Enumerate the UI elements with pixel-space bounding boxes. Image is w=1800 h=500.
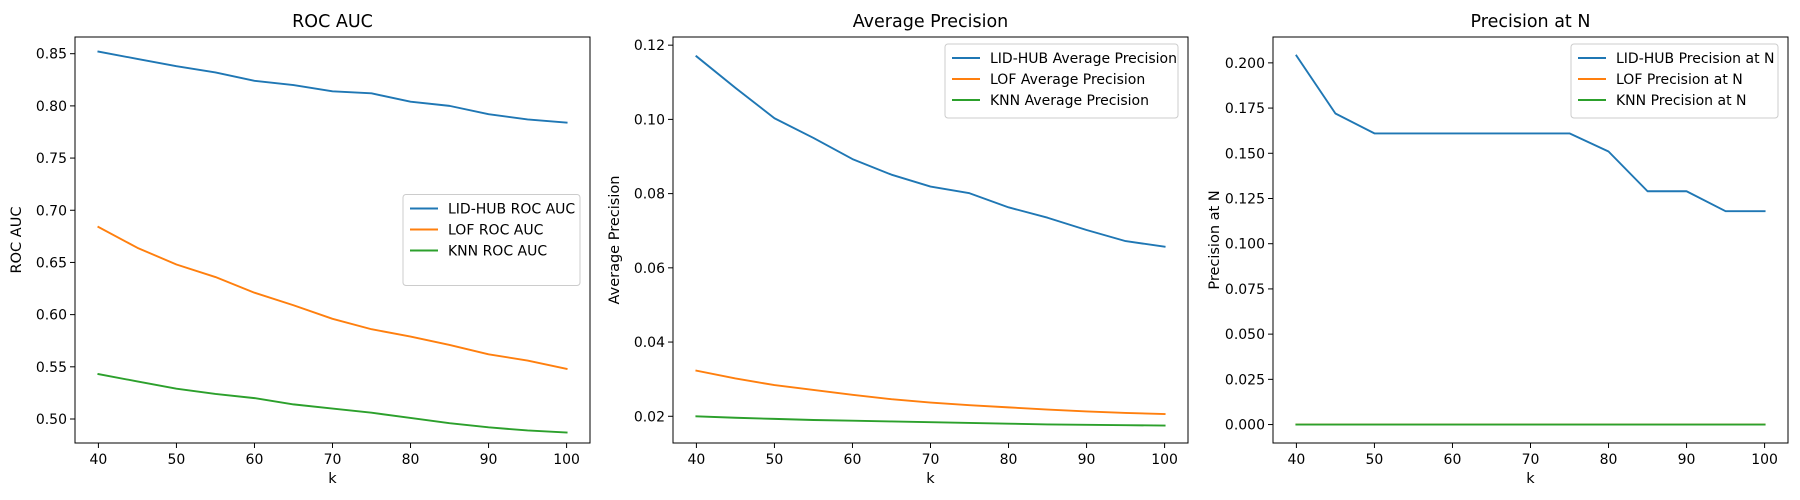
legend-entry-label: KNN Precision at N: [1616, 93, 1746, 109]
series-line-lof-roc-auc: [97, 225, 568, 371]
y-tick-label: 0.80: [36, 99, 67, 115]
y-tick-label: 0.12: [634, 38, 665, 54]
x-tick-label: 80: [1000, 452, 1018, 468]
x-tick-label: 100: [553, 452, 580, 468]
x-tick-label: 60: [246, 452, 264, 468]
y-axis-label: ROC AUC: [9, 207, 25, 274]
y-tick-label: 0.075: [1225, 282, 1265, 298]
x-tick-label: 40: [89, 452, 107, 468]
x-tick-label: 80: [1600, 452, 1618, 468]
x-tick-label: 60: [844, 452, 862, 468]
legend-entry-label: LOF ROC AUC: [448, 223, 544, 239]
y-tick-label: 0.60: [36, 308, 67, 324]
y-tick-label: 0.75: [36, 151, 67, 167]
y-tick-label: 0.70: [36, 203, 67, 219]
x-tick-label: 40: [687, 452, 705, 468]
legend-entry-label: LID-HUB ROC AUC: [448, 202, 575, 218]
y-tick-label: 0.200: [1225, 56, 1265, 72]
y-axis-label: Precision at N: [1207, 190, 1223, 289]
y-tick-label: 0.85: [36, 47, 67, 63]
y-tick-label: 0.65: [36, 255, 67, 271]
x-tick-label: 90: [480, 452, 498, 468]
chart-title: Average Precision: [853, 12, 1009, 32]
legend-entry-label: LOF Average Precision: [990, 72, 1145, 88]
series-line-knn-roc-auc: [97, 373, 568, 434]
legend: LID-HUB ROC AUC LOF ROC AUC KNN ROC AUC: [402, 194, 581, 286]
x-tick-label: 90: [1678, 452, 1696, 468]
x-tick-label: 60: [1444, 452, 1462, 468]
y-tick-label: 0.125: [1225, 191, 1265, 207]
chart-panel-1: 40 50 60 70 80 90 100 0.50 0.55 0.60 0.65 0.70 0.75 0…: [9, 12, 591, 487]
y-tick-label: 0.150: [1225, 146, 1265, 162]
y-tick-label: 0.06: [634, 261, 665, 277]
series-line-lid-hub-precision-at-n: [1295, 54, 1766, 213]
x-tick-label: 50: [766, 452, 784, 468]
y-tick-label: 0.08: [634, 187, 665, 203]
y-tick-label: 0.100: [1225, 237, 1265, 253]
legend-entry-label: LID-HUB Precision at N: [1616, 51, 1775, 67]
chart-panel-2: 40 50 60 70 80 90 100 0.02 0.04 0.06 0.08 0.10 0.12 A…: [607, 12, 1189, 487]
x-tick-label: 100: [1151, 452, 1178, 468]
legend-box: [402, 194, 581, 286]
x-tick-label: 70: [1522, 452, 1540, 468]
y-tick-label: 0.175: [1225, 101, 1265, 117]
legend-entry-label: KNN ROC AUC: [448, 244, 547, 260]
legend-entry-label: KNN Average Precision: [990, 93, 1149, 109]
y-tick-label: 0.050: [1225, 327, 1265, 343]
y-tick-label: 0.10: [634, 112, 665, 128]
chart-panel-3: 40 50 60 70 80 90 100 0.000 0.025 0.050 0.075 0.100…: [1207, 12, 1789, 487]
x-tick-label: 80: [402, 452, 420, 468]
x-tick-label: 50: [1366, 452, 1384, 468]
x-tick-label: 100: [1751, 452, 1778, 468]
x-tick-label: 40: [1287, 452, 1305, 468]
x-tick-label: 70: [922, 452, 940, 468]
legend-box: [1570, 43, 1779, 119]
y-tick-label: 0.55: [36, 360, 67, 376]
legend-box: [944, 43, 1179, 119]
y-tick-label: 0.50: [36, 412, 67, 428]
legend-entry-label: LID-HUB Average Precision: [990, 51, 1177, 67]
y-tick-label: 0.000: [1225, 418, 1265, 434]
series-line-lid-hub-roc-auc: [97, 50, 568, 124]
x-tick-label: 50: [168, 452, 186, 468]
series-line-lid-hub-average-precision: [695, 54, 1166, 248]
y-tick-label: 0.04: [634, 335, 665, 351]
y-axis-label: Average Precision: [607, 176, 623, 305]
legend-entry-label: LOF Precision at N: [1616, 72, 1743, 88]
legend: LID-HUB Average Precision LOF Average Pre…: [944, 43, 1179, 119]
legend: LID-HUB Precision at N LOF Precision at N…: [1570, 43, 1779, 119]
x-tick-label: 90: [1078, 452, 1096, 468]
chart-title: ROC AUC: [292, 12, 373, 32]
x-axis-label: k: [926, 471, 935, 487]
series-line-knn-average-precision: [695, 415, 1166, 427]
y-tick-label: 0.02: [634, 409, 665, 425]
chart-title: Precision at N: [1471, 12, 1591, 32]
x-tick-label: 70: [324, 452, 342, 468]
x-axis-label: k: [1526, 471, 1535, 487]
y-tick-label: 0.025: [1225, 372, 1265, 388]
x-axis-label: k: [328, 471, 337, 487]
series-line-lof-average-precision: [695, 369, 1166, 416]
